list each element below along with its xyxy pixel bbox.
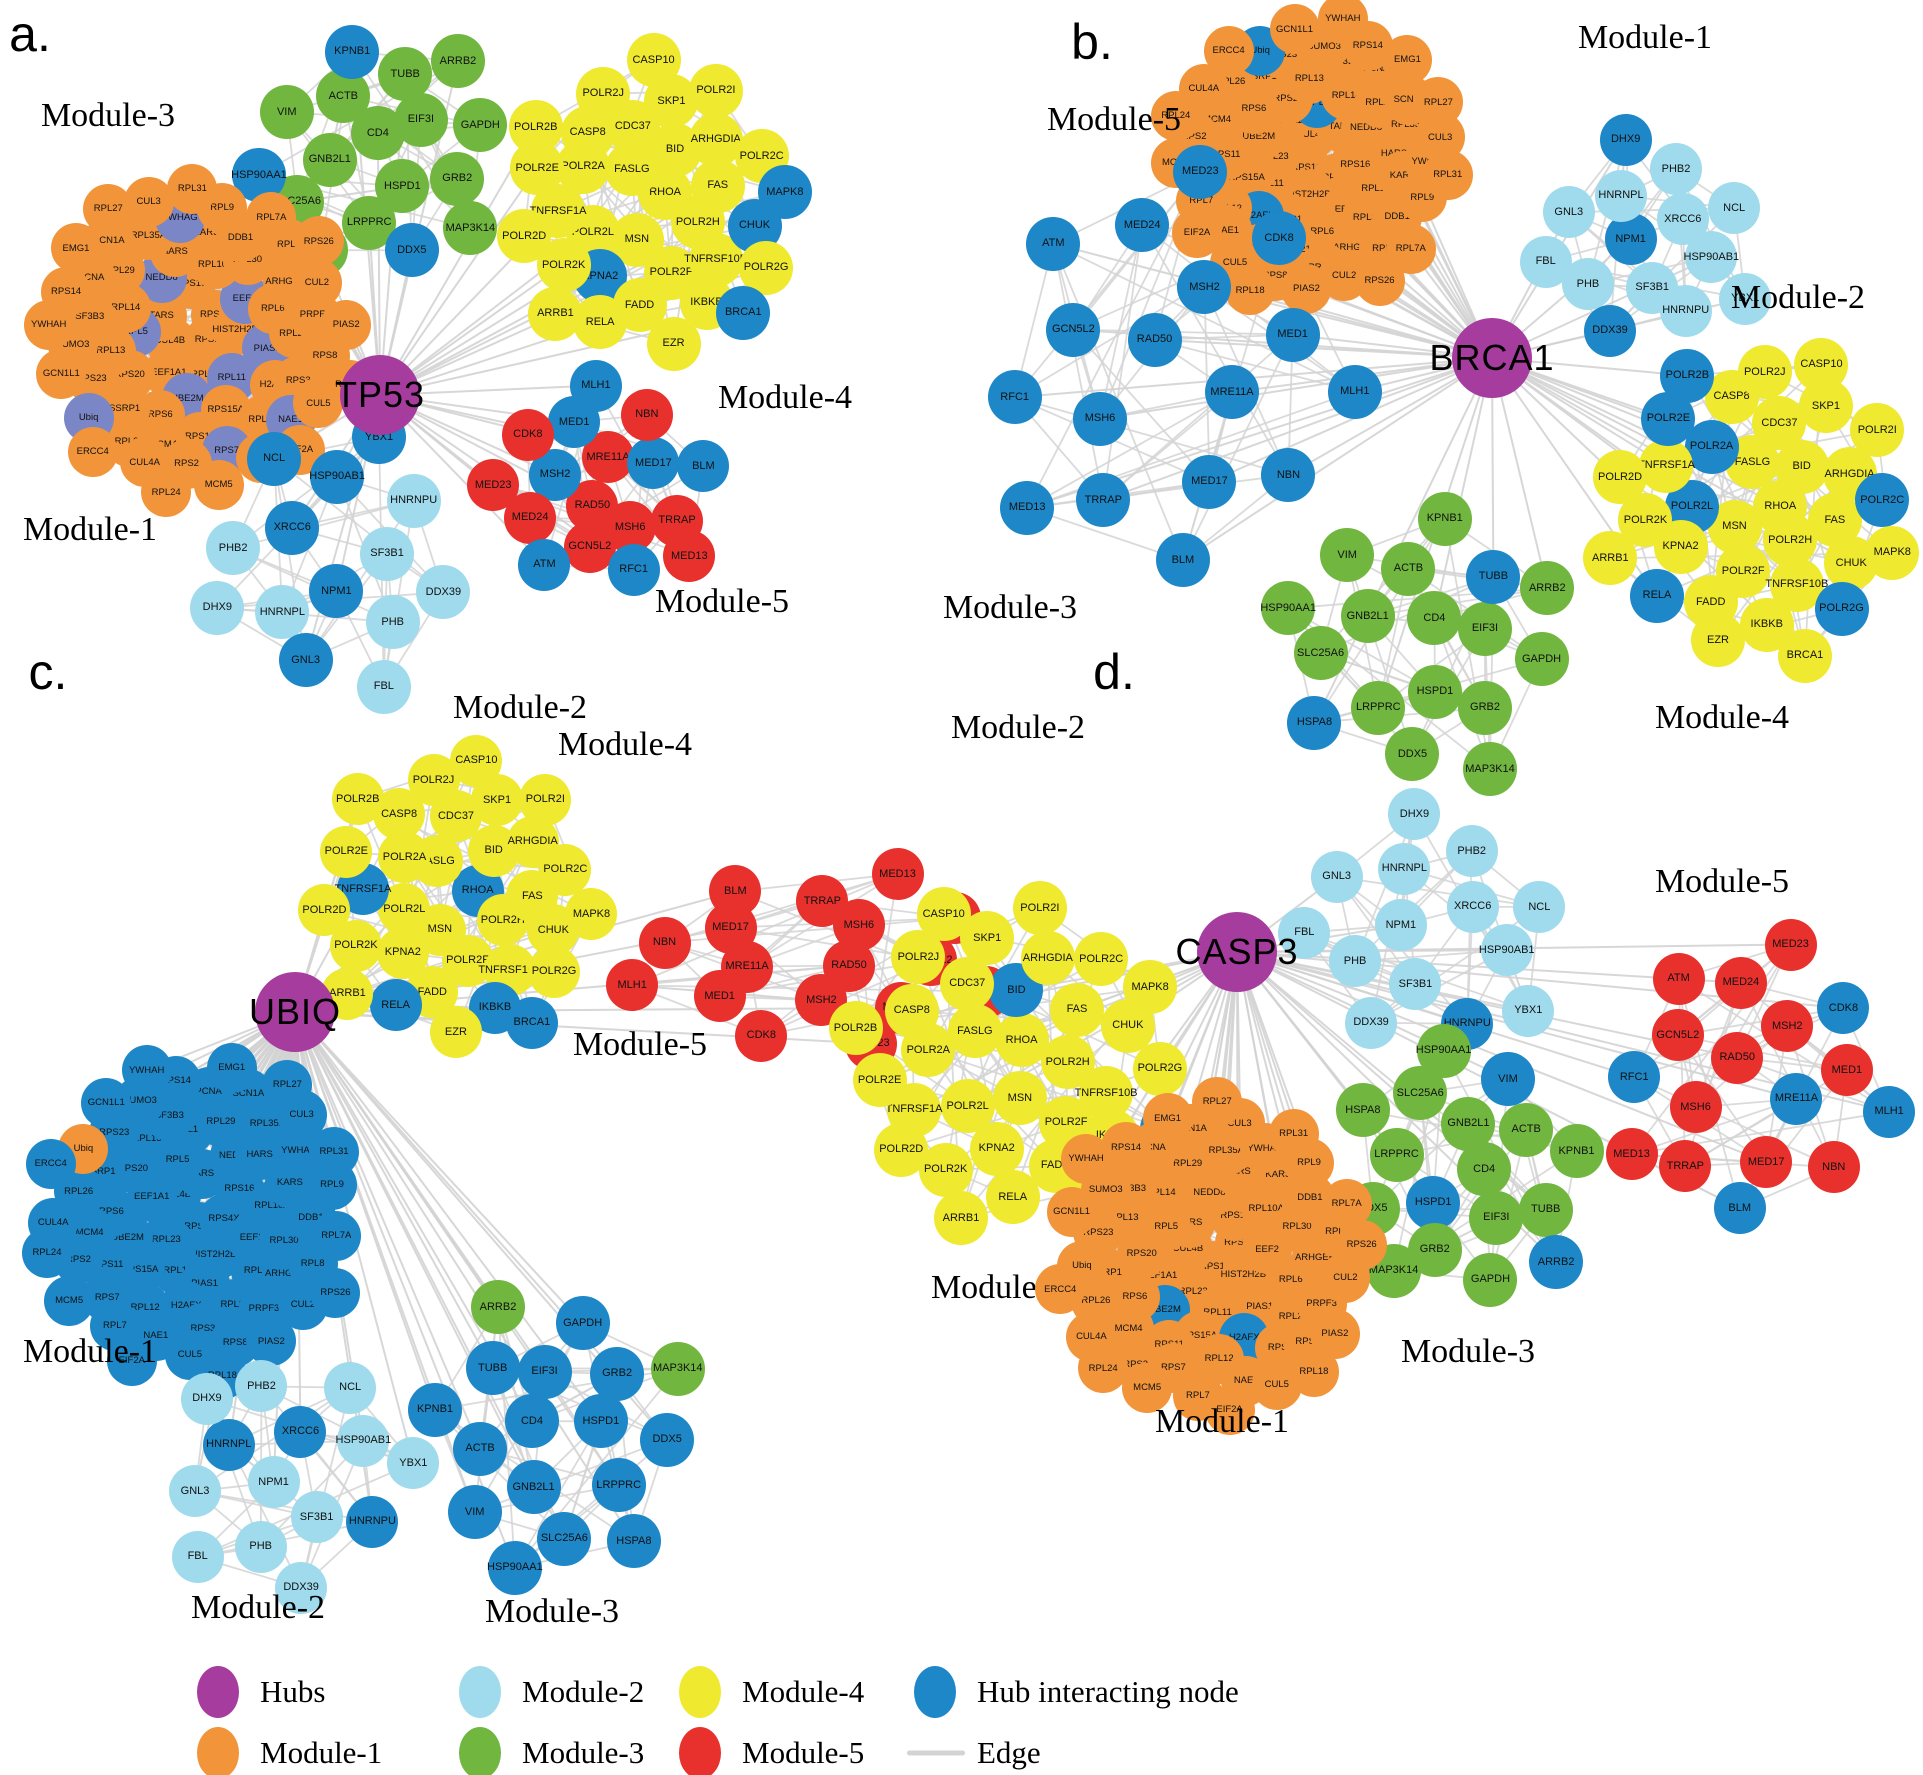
- edge-layer: [46, 18, 1894, 1589]
- ppi-network-figure: a. CD4 HSPD1 GNB2L1 EIF3I LRPPRC ACTB GRB2 SLC25…: [9, 0, 1920, 1775]
